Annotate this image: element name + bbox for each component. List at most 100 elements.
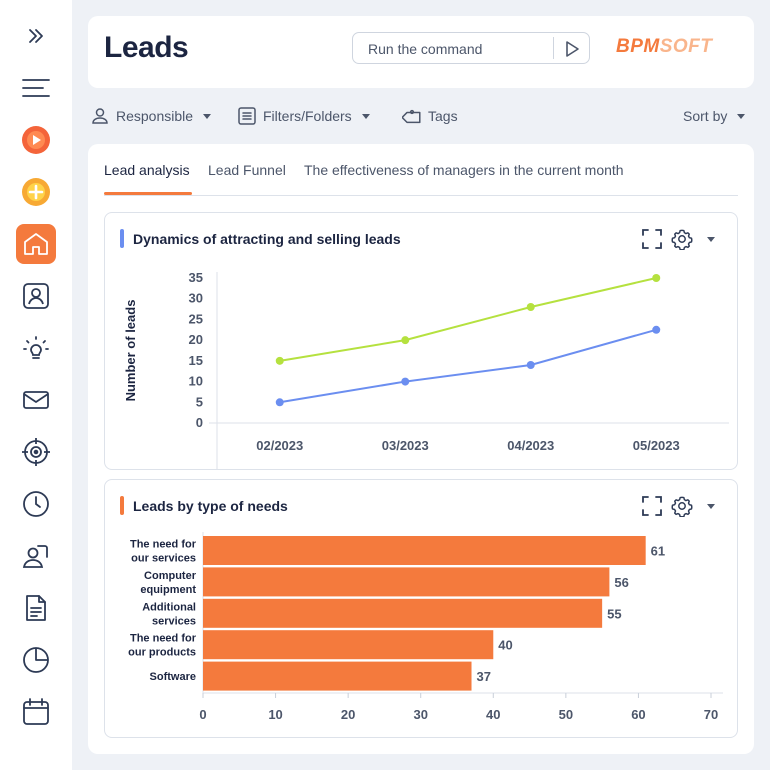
tag-icon [402,109,421,124]
page-title: Leads [104,31,189,64]
mail-icon [23,391,49,409]
responsible-filter[interactable]: Responsible [90,104,212,128]
data-label: 55 [607,606,621,621]
home-icon [24,233,48,255]
data-label: 40 [498,638,512,653]
bar-chart: 0 10 20 30 40 50 60 70 61 The need for our service… [128,532,723,722]
sidebar-item-home[interactable] [16,224,56,264]
sidebar-item-analytics[interactable] [16,640,56,680]
tab-lead-funnel[interactable]: Lead Funnel [208,162,286,178]
data-label: 37 [477,669,491,684]
panel-tools [641,228,715,250]
line-chart-panel: Dynamics of attracting and selling leads… [104,212,738,470]
menu-button[interactable] [16,68,56,108]
run-command-button[interactable] [561,39,583,59]
fullscreen-icon[interactable] [641,495,663,517]
filters-folders-dropdown[interactable]: Filters/Folders [237,104,370,128]
tags-label: Tags [428,108,458,124]
x-tick-label: 30 [413,707,427,722]
data-point [652,274,661,282]
play-icon [566,41,579,57]
y-tick-label: 5 [196,394,203,409]
chevron-down-icon [203,113,212,119]
document-icon [26,595,46,621]
category-label: The need for [130,633,197,645]
sidebar-item-contacts[interactable] [16,276,56,316]
line-chart-title: Dynamics of attracting and selling leads [133,231,401,247]
sidebar-item-process[interactable] [16,120,56,160]
filter-list-icon [238,107,256,125]
dashboard-content: Lead analysis Lead Funnel The effectiven… [88,144,754,754]
sidebar-item-add[interactable] [16,172,56,212]
menu-icon [22,79,50,97]
expand-sidebar-button[interactable] [16,16,56,56]
tab-lead-analysis[interactable]: Lead analysis [104,162,190,178]
sidebar-item-calendar[interactable] [16,692,56,732]
command-input[interactable]: Run the command [352,32,590,64]
target-icon [22,438,50,466]
tags-button[interactable]: Tags [402,104,458,128]
add-icon [22,178,50,206]
bar [203,661,472,691]
chevron-down-icon [361,113,370,119]
chevron-down-icon[interactable] [707,503,715,509]
play-icon [22,126,50,154]
expand-icon [29,29,43,43]
x-tick-label: 50 [559,707,573,722]
category-label: Software [150,671,196,683]
panel-tools [641,495,715,517]
bar [203,536,646,565]
fullscreen-icon[interactable] [641,228,663,250]
series-line-2 [279,328,657,404]
chevron-down-icon[interactable] [707,236,715,242]
data-point [652,325,661,334]
logo-part-1: BPM [616,36,660,57]
series-line-1 [279,277,657,362]
sidebar-item-documents[interactable] [16,588,56,628]
person-icon [92,108,108,124]
data-point [526,303,535,311]
active-tab-indicator [104,192,192,195]
responsible-label: Responsible [116,108,194,124]
clock-icon [23,491,49,517]
x-tick-label: 05/2023 [633,438,680,453]
category-label: our services [131,553,196,565]
panel-marker [120,496,124,515]
gear-icon[interactable] [671,228,693,250]
data-point [401,377,410,386]
x-tick-label: 02/2023 [256,438,303,453]
x-tick-label: 10 [268,707,282,722]
tab-bar: Lead analysis Lead Funnel The effectiven… [104,162,738,196]
panel-marker [120,229,124,248]
y-tick-label: 15 [189,353,203,368]
bar [203,630,494,660]
category-label: equipment [140,584,196,596]
line-chart: 0 5 10 15 20 25 30 35 02/2023 03/2023 04/2023 05/20… [123,270,729,469]
y-tick-label: 10 [189,374,203,389]
sidebar-item-activities[interactable] [16,484,56,524]
x-tick-label: 0 [199,707,206,722]
tab-managers-effectiveness[interactable]: The effectiveness of managers in the cur… [304,162,624,178]
chevron-down-icon [737,113,746,119]
users-icon [22,545,48,568]
bar-chart-title: Leads by type of needs [133,498,288,514]
sort-dropdown[interactable]: Sort by [683,104,746,128]
sidebar-item-target[interactable] [16,432,56,472]
y-axis-label: Number of leads [123,300,138,402]
data-point [526,361,535,369]
sidebar-item-ideas[interactable] [16,328,56,368]
y-tick-label: 0 [196,415,203,430]
data-point [401,336,410,345]
x-tick-label: 70 [704,707,718,722]
y-tick-label: 25 [189,311,203,326]
calendar-icon [23,698,49,725]
x-tick-label: 04/2023 [507,438,554,453]
filters-label: Filters/Folders [263,108,352,124]
sidebar-item-email[interactable] [16,380,56,420]
x-tick-label: 40 [486,707,500,722]
contact-icon [23,283,49,309]
command-placeholder: Run the command [368,41,483,57]
gear-icon[interactable] [671,495,693,517]
sidebar-item-users[interactable] [16,536,56,576]
bar-chart-panel: Leads by type of needs 0 10 20 30 40 50 60 70 61… [104,479,738,738]
